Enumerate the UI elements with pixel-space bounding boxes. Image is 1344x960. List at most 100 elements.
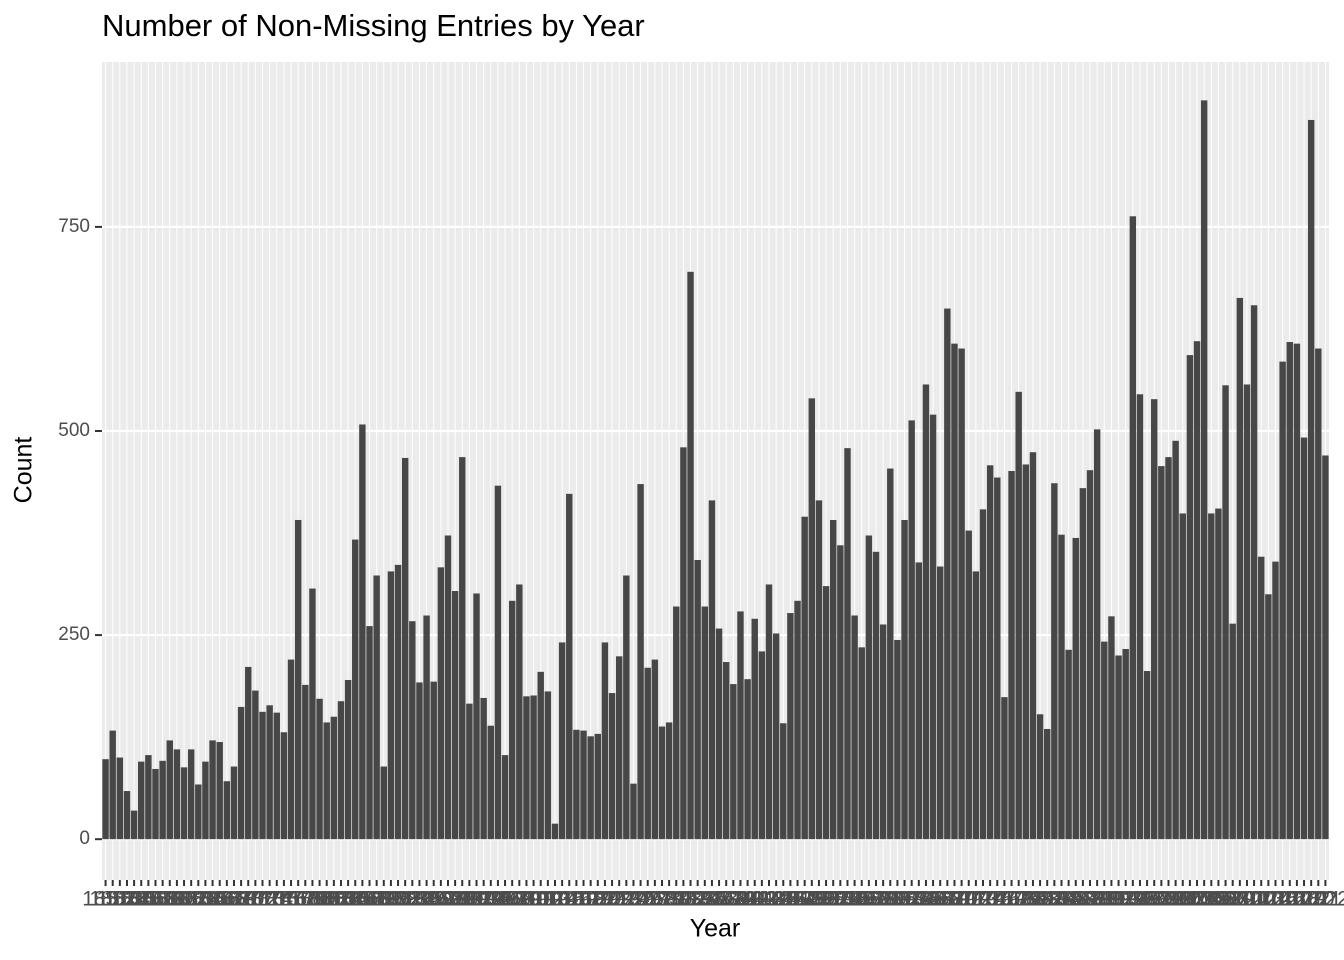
x-tick-label: 2020 bbox=[1288, 888, 1335, 911]
x-tick-label: 1932 bbox=[660, 888, 707, 911]
bar bbox=[594, 733, 602, 840]
bar bbox=[537, 671, 544, 840]
bar bbox=[694, 559, 701, 840]
x-tick-label: 1985 bbox=[1038, 888, 1085, 911]
x-tick-label: 1995 bbox=[1109, 888, 1156, 911]
x-tick-label: 1984 bbox=[1031, 888, 1078, 911]
x-tick-label: 1980 bbox=[1002, 888, 1049, 911]
x-tick-label: 2001 bbox=[1152, 888, 1199, 911]
x-tick-label: 1897 bbox=[410, 888, 457, 911]
x-tick-label: 1966 bbox=[903, 888, 950, 911]
bar bbox=[730, 684, 737, 840]
bar bbox=[1200, 100, 1208, 840]
bar bbox=[1243, 384, 1251, 840]
bar bbox=[544, 691, 552, 840]
bar bbox=[851, 615, 858, 840]
bar bbox=[451, 591, 459, 840]
bar bbox=[237, 706, 245, 840]
x-tick-label: 1977 bbox=[981, 888, 1028, 911]
x-tick-label: 1942 bbox=[731, 888, 778, 911]
bar bbox=[138, 761, 145, 840]
bar bbox=[323, 722, 330, 840]
x-tick-label: 1954 bbox=[817, 888, 864, 911]
bar bbox=[794, 600, 801, 840]
x-tick-label: 1854 bbox=[104, 888, 151, 911]
bar bbox=[230, 766, 238, 840]
x-tick-label: 1926 bbox=[617, 888, 664, 911]
x-tick-label: 1874 bbox=[246, 888, 293, 911]
bar bbox=[1086, 470, 1094, 840]
x-tick-label: 1858 bbox=[132, 888, 179, 911]
x-tick-label: 1988 bbox=[1060, 888, 1107, 911]
x-tick-label: 2016 bbox=[1259, 888, 1306, 911]
bar bbox=[359, 424, 366, 840]
bar bbox=[701, 606, 709, 840]
bar bbox=[380, 766, 387, 840]
x-tick-label: 1880 bbox=[289, 888, 336, 911]
bar bbox=[986, 465, 994, 840]
x-tick-label: 2017 bbox=[1266, 888, 1313, 911]
x-tick-label: 1948 bbox=[774, 888, 821, 911]
bar bbox=[673, 606, 680, 840]
x-tick-label: 1884 bbox=[318, 888, 365, 911]
x-tick-label: 1916 bbox=[546, 888, 593, 911]
bar bbox=[951, 343, 958, 840]
x-tick-label: 1953 bbox=[810, 888, 857, 911]
bar bbox=[772, 633, 780, 840]
y-tick-label: 0 bbox=[79, 828, 90, 849]
x-tick-label: 2004 bbox=[1174, 888, 1221, 911]
x-tick-label: 1882 bbox=[303, 888, 350, 911]
bar bbox=[130, 810, 138, 840]
x-tick-label: 1896 bbox=[403, 888, 450, 911]
x-tick-label: 1908 bbox=[489, 888, 536, 911]
x-tick-label: 1934 bbox=[674, 888, 721, 911]
x-tick-label: 1973 bbox=[953, 888, 1000, 911]
x-tick-label: 1982 bbox=[1017, 888, 1064, 911]
bar bbox=[409, 621, 416, 840]
x-tick-label: 1941 bbox=[724, 888, 771, 911]
x-tick-label: 1987 bbox=[1052, 888, 1099, 911]
x-tick-label: 2009 bbox=[1209, 888, 1256, 911]
x-tick-label: 1923 bbox=[596, 888, 643, 911]
x-tick-label: 1924 bbox=[603, 888, 650, 911]
bar bbox=[630, 783, 637, 840]
bar bbox=[1093, 429, 1101, 840]
x-tick-label: 1886 bbox=[332, 888, 379, 911]
x-tick-label: 1909 bbox=[496, 888, 543, 911]
bar bbox=[601, 642, 609, 840]
bar bbox=[979, 509, 987, 840]
x-tick-label: 1885 bbox=[325, 888, 372, 911]
bar bbox=[1072, 537, 1079, 840]
bar bbox=[1315, 348, 1322, 840]
bar bbox=[444, 535, 452, 840]
x-tick-label: 1892 bbox=[375, 888, 422, 911]
x-tick-label: 1855 bbox=[111, 888, 158, 911]
bar bbox=[109, 730, 116, 840]
bar bbox=[480, 697, 487, 840]
x-tick-label: 1947 bbox=[767, 888, 814, 911]
x-tick-label: 1983 bbox=[1024, 888, 1071, 911]
bar bbox=[580, 730, 587, 840]
bar bbox=[608, 693, 616, 840]
x-tick-label: 2011 bbox=[1224, 888, 1269, 911]
x-tick-label: 1955 bbox=[824, 888, 871, 911]
bar bbox=[294, 519, 302, 840]
bar bbox=[530, 695, 537, 840]
x-tick-label: 1867 bbox=[196, 888, 243, 911]
x-tick-label: 1853 bbox=[96, 888, 143, 911]
x-tick-label: 1978 bbox=[988, 888, 1035, 911]
x-tick-label: 1958 bbox=[846, 888, 893, 911]
x-tick-label: 1999 bbox=[1138, 888, 1185, 911]
x-tick-label: 1927 bbox=[624, 888, 671, 911]
x-tick-label: 2010 bbox=[1216, 888, 1263, 911]
x-tick-label: 1939 bbox=[710, 888, 757, 911]
y-tick-label: 250 bbox=[58, 624, 90, 645]
x-tick-label: 2015 bbox=[1252, 888, 1299, 911]
bar bbox=[145, 755, 152, 840]
bar bbox=[423, 615, 430, 840]
bar bbox=[1065, 649, 1072, 840]
bar bbox=[615, 656, 623, 840]
bar bbox=[1236, 297, 1244, 840]
x-tick-label: 1922 bbox=[589, 888, 636, 911]
